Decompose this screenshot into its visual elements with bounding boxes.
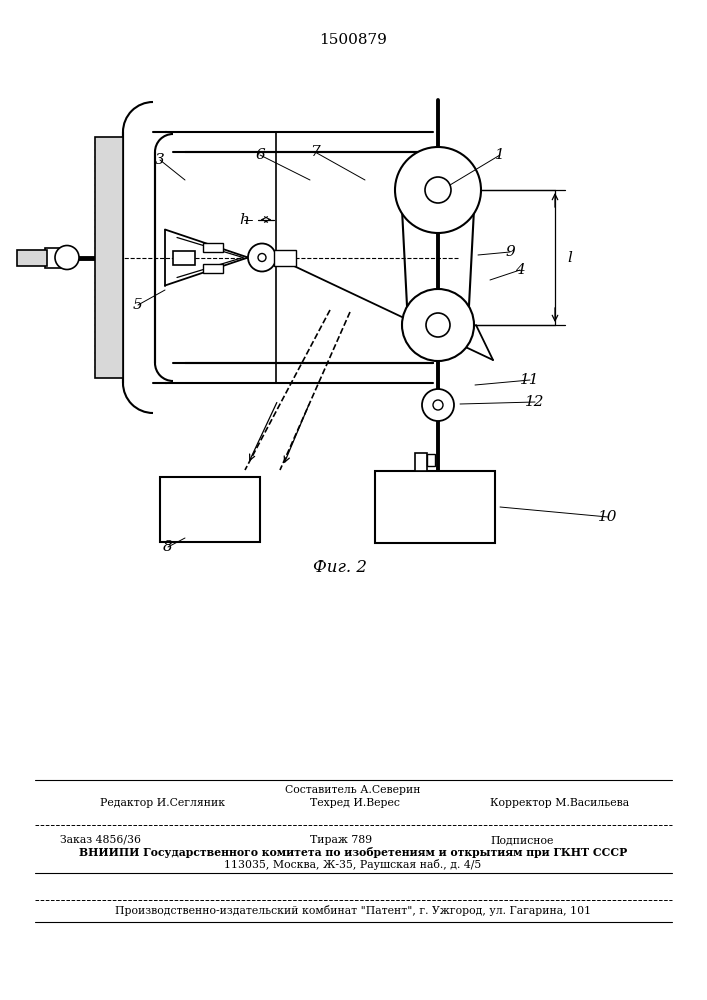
Text: 12: 12 [525,395,545,409]
Circle shape [258,253,266,261]
Text: h: h [239,213,249,227]
Text: l: l [568,250,573,264]
Text: Заказ 4856/36: Заказ 4856/36 [60,835,141,845]
Text: 7: 7 [310,145,320,159]
Circle shape [55,245,79,269]
Text: 11: 11 [520,373,539,387]
Bar [95,137,123,378]
Text: Редактор И.Сегляник: Редактор И.Сегляник [100,798,225,808]
Text: 10: 10 [598,510,618,524]
Text: ВНИИПИ Государственного комитета по изобретениям и открытиям при ГКНТ СССР: ВНИИПИ Государственного комитета по изоб… [79,846,627,857]
Bar [274,249,296,265]
Text: Тираж 789: Тираж 789 [310,835,372,845]
Circle shape [395,147,481,233]
Text: 1500879: 1500879 [319,33,387,47]
Bar [427,454,435,466]
Text: Составитель А.Северин: Составитель А.Северин [285,785,421,795]
Text: 4: 4 [515,263,525,277]
Circle shape [402,289,474,361]
Bar [375,471,495,543]
Text: Производственно-издательский комбинат "Патент", г. Ужгород, ул. Гагарина, 101: Производственно-издательский комбинат "П… [115,906,591,916]
Bar [45,247,63,267]
Circle shape [425,177,451,203]
Text: 1: 1 [495,148,505,162]
Circle shape [433,400,443,410]
Bar [173,250,195,264]
Text: Фиг. 2: Фиг. 2 [313,560,367,576]
Circle shape [248,243,276,271]
Text: 9: 9 [505,245,515,259]
Bar [415,453,427,471]
Circle shape [426,313,450,337]
Text: Корректор М.Васильева: Корректор М.Васильева [490,798,629,808]
Circle shape [422,389,454,421]
Text: Подписное: Подписное [490,835,554,845]
Bar [17,249,47,265]
Text: Техред И.Верес: Техред И.Верес [310,798,400,808]
Bar [203,263,223,272]
Text: 3: 3 [155,153,165,167]
Text: 113035, Москва, Ж-35, Раушская наб., д. 4/5: 113035, Москва, Ж-35, Раушская наб., д. … [224,858,481,869]
Bar [160,477,260,542]
Bar [203,242,223,251]
Text: 6: 6 [255,148,265,162]
Text: 5: 5 [133,298,143,312]
Text: 8: 8 [163,540,173,554]
